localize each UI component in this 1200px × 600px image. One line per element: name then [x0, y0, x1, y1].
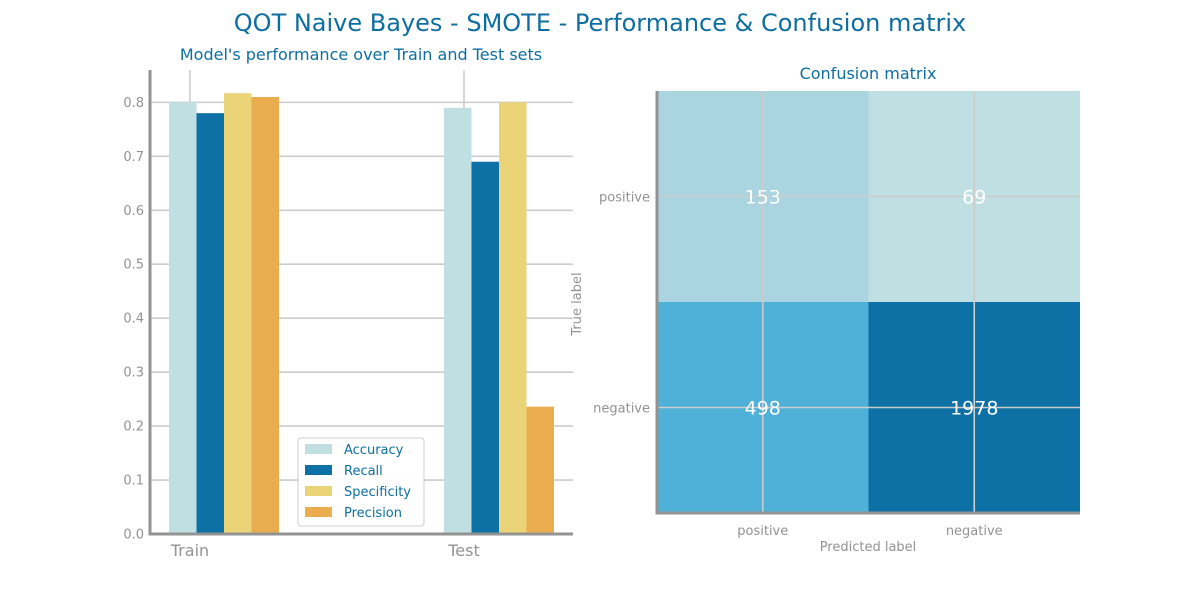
bar [471, 161, 499, 534]
bar-chart-legend-swatch [305, 465, 332, 475]
confusion-matrix-x-tick-label: positive [737, 524, 788, 539]
confusion-matrix-x-axis-label: Predicted label [820, 540, 917, 555]
bar-chart-x-ticks: Train Test [170, 541, 480, 560]
confusion-matrix-ticks: positive negative positive negative [593, 191, 1003, 540]
bar-chart-x-tick-label: Test [447, 541, 480, 560]
bar-chart-bars [169, 93, 554, 535]
bar [169, 102, 197, 534]
confusion-matrix-axes [655, 91, 1080, 515]
bar-chart-y-tick-label: 0.4 [123, 312, 144, 327]
confusion-matrix-x-tick-label: negative [946, 524, 1003, 539]
bar-chart-legend-swatch [305, 486, 332, 496]
bar-chart-y-tick-label: 0.0 [123, 528, 144, 543]
bar-chart-y-ticks: 0.0 0.1 0.2 0.3 0.4 0.5 0.6 0.7 0.8 [123, 96, 144, 543]
bar-chart-y-tick-label: 0.1 [123, 474, 144, 489]
bar [224, 93, 252, 534]
confusion-matrix-cells [657, 91, 1080, 513]
bar-chart-legend-swatch [305, 444, 332, 454]
bar [499, 102, 527, 534]
bar-chart-legend-frame [297, 437, 425, 527]
confusion-matrix-value: 153 [745, 187, 781, 209]
confusion-matrix-value: 69 [962, 187, 986, 209]
bar-chart-y-tick-label: 0.2 [123, 420, 144, 435]
bar-chart-title: Model's performance over Train and Test … [180, 45, 542, 64]
bar-chart-legend-label: Precision [344, 506, 402, 521]
confusion-matrix-chart: Confusion matrix 153 69 498 1978 positive ne… [570, 64, 1080, 555]
bar-chart-x-tick-label: Train [170, 541, 209, 560]
confusion-matrix-value: 498 [745, 398, 781, 420]
confusion-matrix-title: Confusion matrix [800, 64, 937, 83]
bar-chart-y-tick-label: 0.8 [123, 96, 144, 111]
confusion-matrix-y-axis-label: True label [570, 272, 585, 336]
bar-chart-y-tick-label: 0.7 [123, 150, 144, 165]
confusion-matrix-y-tick-label: positive [599, 191, 650, 206]
bar-chart-y-tick-label: 0.3 [123, 366, 144, 381]
confusion-matrix-value-labels: 153 69 498 1978 [745, 187, 999, 420]
confusion-matrix-y-tick-label: negative [593, 402, 650, 417]
bar-chart-legend: Accuracy Recall Specificity Precision [297, 437, 425, 527]
bar [251, 96, 279, 534]
bar [196, 113, 224, 535]
bar-chart-legend-swatch [305, 507, 332, 517]
bar [526, 406, 554, 534]
figure-title: QOT Naive Bayes - SMOTE - Performance & … [234, 9, 966, 37]
bar-chart-y-tick-label: 0.6 [123, 204, 144, 219]
bar-chart-legend-label: Specificity [344, 485, 411, 500]
confusion-matrix-value: 1978 [950, 398, 998, 420]
performance-bar-chart: Model's performance over Train and Test … [123, 45, 573, 560]
bar-chart-legend-label: Accuracy [344, 443, 404, 458]
bar [444, 107, 472, 534]
bar-chart-legend-label: Recall [344, 464, 383, 479]
bar-chart-axes [148, 70, 573, 536]
confusion-matrix-grid [657, 91, 1080, 513]
bar-chart-y-tick-label: 0.5 [123, 258, 144, 273]
